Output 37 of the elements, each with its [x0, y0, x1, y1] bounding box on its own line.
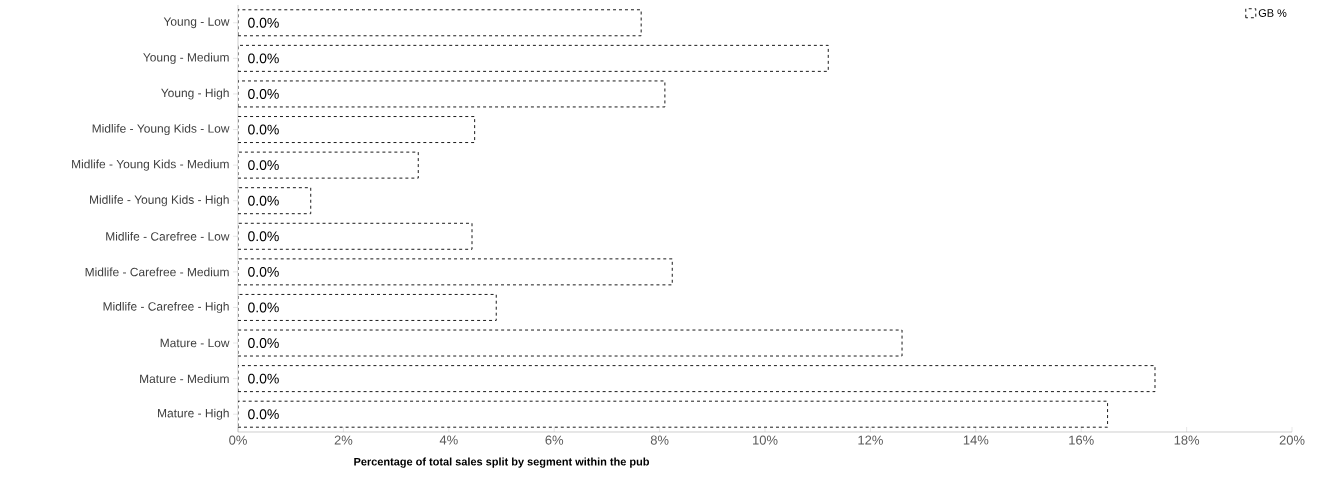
x-tick-label: 16% — [1069, 435, 1094, 445]
text: GB % — [1258, 9, 1287, 17]
data-label: 0.0% — [248, 195, 279, 206]
y-tick-label: Mature - Medium — [140, 374, 229, 383]
x-tick-label: 8% — [650, 435, 669, 445]
data-label: 0.0% — [248, 160, 279, 171]
y-tick-label: Young - Medium — [143, 52, 229, 64]
y-tick-label: Midlife - Young Kids - Medium — [72, 159, 229, 171]
x-tick-label: 10% — [753, 435, 778, 445]
x-tick-label: 14% — [963, 435, 989, 445]
y-tick-label: Midlife - Young Kids - High — [90, 195, 229, 207]
x-tick-label: 2% — [334, 435, 353, 445]
y-tick-label: Midlife - Carefree - High — [103, 301, 229, 314]
data-label: 0.0% — [248, 124, 279, 135]
data-label: 0.0% — [248, 17, 279, 28]
y-tick-label: Midlife - Carefree - Medium — [85, 267, 229, 277]
data-label: 0.0% — [248, 266, 279, 277]
y-tick-label: Mature - High — [158, 408, 229, 420]
y-tick-label: Young - High — [161, 88, 229, 100]
x-tick-label: 0% — [229, 435, 247, 445]
data-label: 0.0% — [248, 302, 279, 313]
y-tick-label: Midlife - Young Kids - Low — [92, 123, 230, 136]
x-axis-title: Percentage of total sales split by segment within the pub — [354, 457, 650, 468]
x-tick-label: 12% — [858, 435, 883, 445]
data-label: 0.0% — [248, 89, 279, 99]
data-label: 0.0% — [248, 53, 279, 64]
y-tick-label: Midlife - Carefree - Low — [106, 231, 230, 241]
y-tick-label: Mature - Low — [160, 338, 230, 348]
data-label: 0.0% — [248, 231, 279, 242]
x-tick-label: 4% — [439, 435, 458, 445]
x-tick-label: 6% — [545, 435, 564, 445]
x-tick-label: 20% — [1279, 435, 1305, 445]
y-tick-label: Young - Low — [163, 17, 230, 29]
data-label: 0.0% — [248, 338, 279, 348]
data-label: 0.0% — [248, 373, 279, 384]
x-tick-label: 18% — [1174, 435, 1200, 445]
data-label: 0.0% — [248, 409, 279, 420]
